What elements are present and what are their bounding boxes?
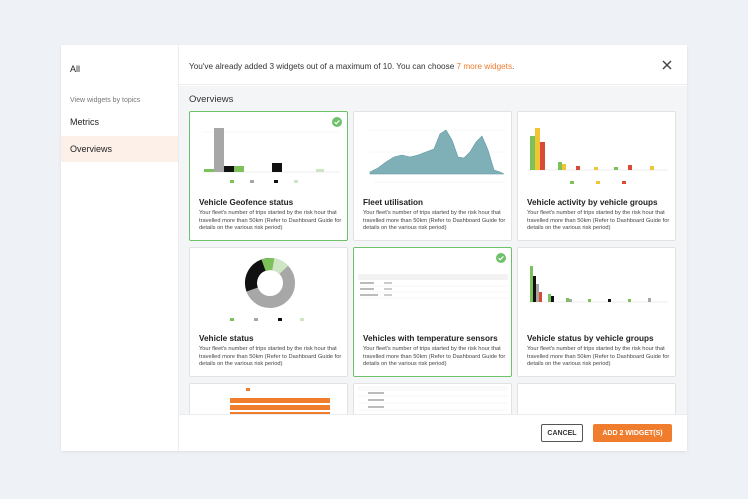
card-description: Your fleet's number of trips started by …: [363, 210, 506, 232]
widget-card-partial-2[interactable]: [353, 383, 512, 414]
vehicle-status-donut-preview: [230, 258, 304, 321]
widgets-content: Overviews: [179, 86, 687, 414]
widget-card-status-by-groups[interactable]: Vehicle status by vehicle groups Your fl…: [517, 247, 676, 377]
widget-card-partial-3[interactable]: [517, 383, 676, 414]
card-description: Your fleet's number of trips started by …: [527, 210, 670, 232]
temperature-table-preview: [358, 274, 508, 299]
widget-limit-text: You've already added 3 widgets out of a …: [189, 62, 457, 71]
status-by-groups-bar-preview: [528, 266, 668, 303]
card-title: Vehicles with temperature sensors: [363, 334, 498, 343]
cancel-button[interactable]: CANCEL: [541, 424, 583, 442]
card-title: Vehicle activity by vehicle groups: [527, 198, 658, 207]
section-title: Overviews: [189, 94, 234, 105]
card-title: Vehicle Geofence status: [199, 198, 294, 207]
sidebar-item-all[interactable]: All: [70, 64, 81, 74]
close-icon[interactable]: [659, 57, 675, 73]
card-description: Your fleet's number of trips started by …: [199, 210, 342, 232]
sidebar-item-metrics[interactable]: Metrics: [70, 117, 99, 127]
sidebar-item-overviews[interactable]: Overviews: [61, 136, 178, 162]
widget-card-vehicle-status[interactable]: Vehicle status Your fleet's number of tr…: [189, 247, 348, 377]
vehicle-activity-bar-preview: [528, 128, 668, 184]
check-circle-icon: [332, 117, 342, 127]
more-widgets-link[interactable]: 7 more widgets: [456, 62, 513, 71]
geofence-bar-preview: [202, 128, 340, 183]
add-widgets-dialog: All View widgets by topics Metrics Overv…: [61, 45, 687, 451]
card-title: Vehicle status: [199, 334, 254, 343]
widgets-main: You've already added 3 widgets out of a …: [179, 45, 687, 451]
widget-limit-message: You've already added 3 widgets out of a …: [189, 62, 514, 71]
dialog-footer: CANCEL ADD 2 WIDGET(S): [179, 414, 687, 451]
sidebar-section-label: View widgets by topics: [70, 97, 141, 104]
widget-card-vehicle-geofence-status[interactable]: Vehicle Geofence status Your fleet's num…: [189, 111, 348, 241]
widget-card-fleet-utilisation[interactable]: Fleet utilisation Your fleet's number of…: [353, 111, 512, 241]
dialog-header: You've already added 3 widgets out of a …: [179, 45, 687, 85]
widget-card-temperature-sensors[interactable]: Vehicles with temperature sensors Your f…: [353, 247, 512, 377]
horizontal-bar-preview: [230, 388, 330, 414]
card-title: Vehicle status by vehicle groups: [527, 334, 654, 343]
check-circle-icon: [496, 253, 506, 263]
widget-card-vehicle-activity[interactable]: Vehicle activity by vehicle groups Your …: [517, 111, 676, 241]
card-description: Your fleet's number of trips started by …: [199, 346, 342, 368]
card-description: Your fleet's number of trips started by …: [363, 346, 506, 368]
fleet-utilisation-area-preview: [369, 129, 505, 183]
card-title: Fleet utilisation: [363, 198, 424, 207]
registration-table-preview: [358, 386, 508, 411]
topics-sidebar: All View widgets by topics Metrics Overv…: [61, 45, 179, 451]
widget-limit-suffix: .: [512, 62, 515, 71]
add-widgets-button[interactable]: ADD 2 WIDGET(S): [593, 424, 672, 442]
widget-card-partial-1[interactable]: [189, 383, 348, 414]
card-description: Your fleet's number of trips started by …: [527, 346, 670, 368]
